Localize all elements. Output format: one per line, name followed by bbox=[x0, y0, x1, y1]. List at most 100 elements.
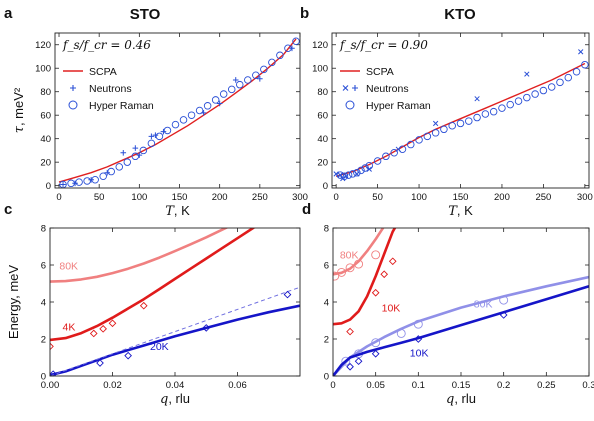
data-point bbox=[578, 49, 584, 55]
data-point bbox=[88, 176, 94, 183]
curve-label: 10K bbox=[410, 348, 429, 360]
data-point bbox=[414, 335, 423, 343]
series-scpa bbox=[58, 38, 297, 183]
data-point bbox=[67, 179, 75, 188]
data-point bbox=[390, 149, 398, 157]
y-tick-label: 0 bbox=[323, 181, 328, 192]
data-point bbox=[337, 267, 346, 277]
data-point bbox=[489, 107, 498, 116]
plot-frame bbox=[332, 227, 590, 377]
data-point bbox=[171, 120, 180, 129]
x-tick-label: 200 bbox=[494, 192, 510, 203]
series-20k-dashed bbox=[50, 286, 300, 376]
series-10k-red-data bbox=[346, 257, 397, 336]
data-point bbox=[357, 166, 365, 175]
y-axis-label: τ, meV² bbox=[11, 87, 27, 133]
data-point bbox=[345, 263, 355, 273]
x-axis-label-unit: , rlu bbox=[454, 391, 476, 406]
y-tick-label: 6 bbox=[324, 261, 329, 272]
y-tick-label: 2 bbox=[41, 335, 46, 346]
panel-title: KTO bbox=[444, 6, 476, 23]
data-point bbox=[50, 370, 57, 376]
data-point bbox=[60, 181, 66, 188]
x-tick-label: 300 bbox=[292, 192, 308, 203]
y-axis-label-var: τ bbox=[12, 125, 27, 133]
legend-label: Neutrons bbox=[89, 83, 132, 95]
data-point bbox=[514, 97, 523, 105]
data-point bbox=[499, 311, 508, 319]
x-tick-label: 0 bbox=[333, 192, 338, 203]
legend-item: SCPA bbox=[340, 66, 394, 78]
series-20k-data bbox=[50, 290, 292, 376]
data-point bbox=[353, 168, 361, 177]
data-point bbox=[341, 356, 351, 366]
y-tick-label: 40 bbox=[317, 134, 328, 145]
legend: SCPA Neutrons Hyper Raman bbox=[340, 66, 431, 112]
data-point bbox=[131, 152, 140, 161]
curve-label: 80K bbox=[59, 261, 78, 273]
data-point bbox=[96, 359, 104, 367]
series-10k-red bbox=[333, 228, 397, 326]
data-point bbox=[124, 351, 132, 360]
data-point bbox=[371, 250, 381, 260]
x-tick-label: 50 bbox=[94, 192, 105, 203]
data-point bbox=[456, 119, 465, 128]
legend-label: Neutrons bbox=[366, 83, 409, 95]
curve-label: 80K bbox=[340, 250, 359, 262]
x-tick-label: 250 bbox=[535, 192, 551, 203]
plot-area bbox=[333, 228, 589, 376]
data-point bbox=[284, 44, 292, 53]
legend-label: SCPA bbox=[89, 66, 117, 78]
legend-marker bbox=[68, 100, 78, 110]
data-point bbox=[346, 327, 354, 336]
x-tick-label: 0.15 bbox=[452, 380, 471, 391]
curve-label: 4K bbox=[63, 322, 76, 334]
data-point bbox=[564, 73, 573, 82]
series-4k bbox=[50, 228, 256, 342]
data-point bbox=[139, 146, 148, 155]
legend-item: Neutrons bbox=[342, 83, 409, 95]
data-point bbox=[473, 113, 481, 122]
panel-letter: b bbox=[300, 5, 309, 22]
legend-item: SCPA bbox=[63, 66, 117, 78]
x-tick-label: 0 bbox=[330, 380, 335, 391]
data-point bbox=[236, 80, 244, 89]
x-axis-label-unit: , rlu bbox=[168, 391, 190, 406]
x-tick-label: 0.3 bbox=[582, 380, 594, 391]
data-point bbox=[333, 171, 339, 177]
x-tick-label: 250 bbox=[252, 192, 268, 203]
data-point bbox=[292, 37, 300, 45]
data-point bbox=[361, 164, 369, 172]
data-point bbox=[202, 324, 211, 332]
ratio-annotation: f_s/f_cr = 0.46 bbox=[62, 38, 151, 52]
data-point bbox=[136, 152, 143, 158]
y-tick-label: 20 bbox=[40, 158, 51, 169]
data-point bbox=[539, 86, 548, 95]
legend-marker bbox=[70, 85, 76, 91]
series-80k-blue bbox=[333, 275, 589, 376]
data-point bbox=[160, 128, 167, 135]
data-point bbox=[398, 145, 407, 153]
data-point bbox=[216, 100, 223, 107]
data-point bbox=[440, 125, 448, 134]
x-tick-label: 0.02 bbox=[103, 380, 122, 391]
data-point bbox=[474, 96, 480, 102]
data-point bbox=[276, 51, 284, 60]
data-point bbox=[333, 271, 340, 281]
data-point bbox=[524, 71, 530, 77]
curve-label: 80K bbox=[474, 299, 493, 311]
plot-frame bbox=[49, 227, 301, 377]
data-point bbox=[581, 60, 589, 69]
data-point bbox=[257, 75, 263, 82]
data-point bbox=[148, 133, 155, 140]
legend-item: Hyper Raman bbox=[68, 100, 154, 112]
data-point bbox=[163, 126, 172, 135]
data-point bbox=[244, 76, 252, 84]
data-point bbox=[219, 90, 228, 98]
data-point bbox=[344, 171, 353, 179]
data-point bbox=[132, 145, 139, 151]
data-point bbox=[396, 329, 406, 338]
panel-letter: d bbox=[302, 201, 311, 218]
data-point bbox=[499, 295, 509, 305]
legend: SCPA Neutrons Hyper Raman bbox=[63, 66, 154, 112]
